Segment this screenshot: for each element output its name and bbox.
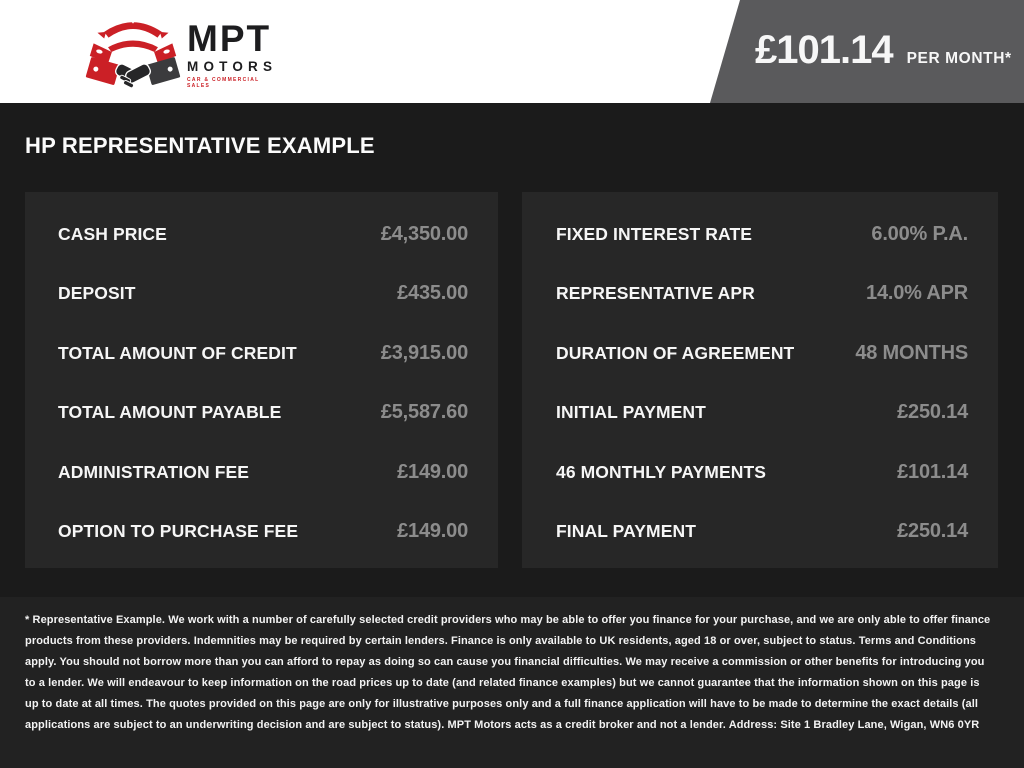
finance-label: ADMINISTRATION FEE bbox=[58, 461, 250, 482]
finance-row-total-payable: TOTAL AMOUNT PAYABLE £5,587.60 bbox=[58, 401, 468, 424]
disclaimer-text: * Representative Example. We work with a… bbox=[25, 614, 991, 731]
finance-value: 48 MONTHS bbox=[855, 341, 968, 364]
finance-value: £435.00 bbox=[397, 282, 468, 305]
page-title: HP REPRESENTATIVE EXAMPLE bbox=[25, 133, 375, 158]
finance-panel-right: FIXED INTEREST RATE 6.00% P.A. REPRESENT… bbox=[522, 192, 998, 568]
finance-label: TOTAL AMOUNT OF CREDIT bbox=[58, 342, 297, 363]
monthly-price-period: PER MONTH* bbox=[906, 50, 1012, 67]
finance-label: DEPOSIT bbox=[58, 283, 136, 304]
finance-value: 6.00% P.A. bbox=[871, 223, 968, 245]
logo-tagline: CAR & COMMERCIAL SALES bbox=[187, 77, 260, 90]
finance-value: £5,587.60 bbox=[380, 401, 468, 424]
finance-panel-left: CASH PRICE £4,350.00 DEPOSIT £435.00 TOT… bbox=[25, 192, 498, 568]
finance-row-final-payment: FINAL PAYMENT £250.14 bbox=[556, 520, 968, 543]
finance-row-initial-payment: INITIAL PAYMENT £250.14 bbox=[556, 401, 968, 424]
logo-text: MPT MOTORS CAR & COMMERCIAL SALES bbox=[187, 17, 278, 90]
monthly-price: £101.14 bbox=[755, 28, 894, 72]
finance-value: £101.14 bbox=[897, 460, 968, 483]
header: MPT MOTORS CAR & COMMERCIAL SALES £101.1… bbox=[0, 0, 1024, 103]
car-handshake-icon bbox=[85, 16, 181, 89]
finance-label: OPTION TO PURCHASE FEE bbox=[58, 520, 299, 541]
finance-value: £250.14 bbox=[897, 401, 968, 424]
logo-brand: MPT bbox=[187, 17, 272, 59]
finance-label: INITIAL PAYMENT bbox=[556, 402, 706, 423]
finance-value: £4,350.00 bbox=[380, 223, 468, 245]
finance-label: TOTAL AMOUNT PAYABLE bbox=[58, 402, 282, 423]
price-banner: £101.14 PER MONTH* bbox=[710, 0, 1024, 103]
finance-row-duration: DURATION OF AGREEMENT 48 MONTHS bbox=[556, 342, 968, 365]
footer: * Representative Example. We work with a… bbox=[0, 597, 1024, 768]
finance-label: REPRESENTATIVE APR bbox=[556, 283, 755, 304]
finance-row-total-credit: TOTAL AMOUNT OF CREDIT £3,915.00 bbox=[58, 342, 468, 365]
finance-row-option-fee: OPTION TO PURCHASE FEE £149.00 bbox=[58, 520, 468, 543]
logo-sub: MOTORS bbox=[187, 59, 278, 75]
finance-label: 46 MONTHLY PAYMENTS bbox=[556, 461, 767, 482]
finance-label: DURATION OF AGREEMENT bbox=[556, 342, 795, 363]
finance-value: £149.00 bbox=[397, 460, 468, 483]
finance-row-interest-rate: FIXED INTEREST RATE 6.00% P.A. bbox=[556, 223, 968, 246]
finance-value: £250.14 bbox=[897, 519, 968, 542]
finance-row-apr: REPRESENTATIVE APR 14.0% APR bbox=[556, 282, 968, 305]
finance-value: £149.00 bbox=[397, 519, 468, 542]
finance-label: FINAL PAYMENT bbox=[556, 520, 697, 541]
finance-value: 14.0% APR bbox=[866, 282, 968, 305]
finance-label: CASH PRICE bbox=[58, 224, 167, 244]
finance-row-cash-price: CASH PRICE £4,350.00 bbox=[58, 223, 468, 246]
finance-label: FIXED INTEREST RATE bbox=[556, 224, 753, 244]
finance-value: £3,915.00 bbox=[380, 341, 468, 364]
finance-row-monthly-payments: 46 MONTHLY PAYMENTS £101.14 bbox=[556, 461, 968, 484]
mpt-motors-logo: MPT MOTORS CAR & COMMERCIAL SALES bbox=[85, 6, 272, 98]
finance-row-admin-fee: ADMINISTRATION FEE £149.00 bbox=[58, 461, 468, 484]
finance-row-deposit: DEPOSIT £435.00 bbox=[58, 282, 468, 305]
